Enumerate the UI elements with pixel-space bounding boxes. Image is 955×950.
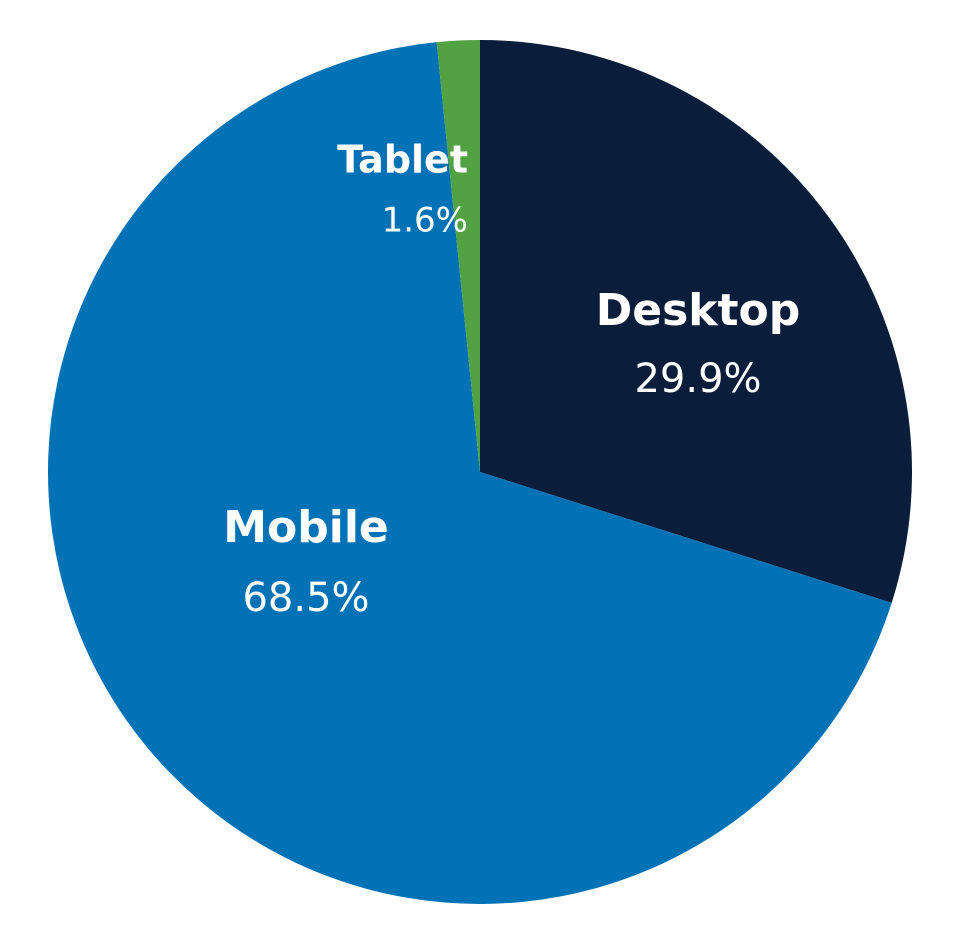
pie-slice bbox=[436, 40, 480, 472]
value-label: 29.9% bbox=[634, 356, 761, 402]
slice-label: Desktop bbox=[596, 285, 801, 336]
slice-label: Tablet bbox=[337, 138, 468, 182]
pie-slice bbox=[480, 40, 913, 603]
slice-label: Mobile bbox=[223, 502, 389, 553]
value-label: 1.6% bbox=[382, 201, 468, 241]
pie-slice bbox=[48, 42, 892, 904]
value-label: 68.5% bbox=[242, 575, 369, 621]
